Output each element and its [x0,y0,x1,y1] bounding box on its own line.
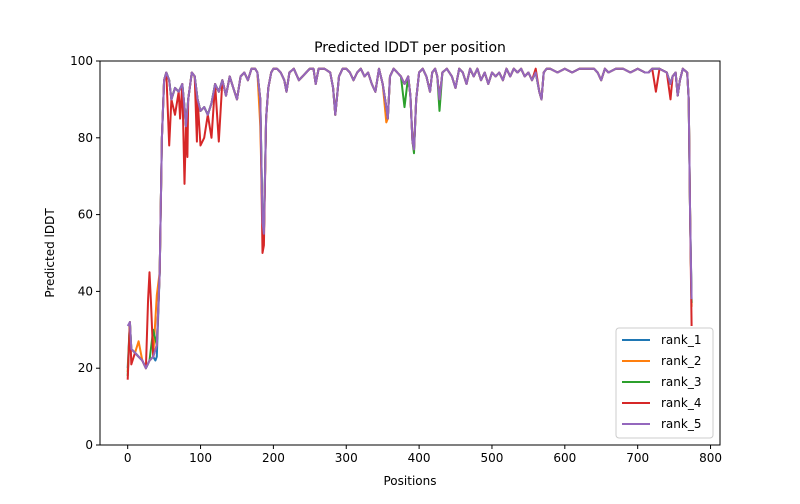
y-tick-label: 80 [78,131,93,145]
y-tick-label: 40 [78,284,93,298]
series-line-rank_4 [126,67,693,380]
legend: rank_1 rank_2 rank_3 rank_4 rank_5 [615,327,714,439]
legend-label: rank_1 [661,333,701,347]
y-axis-label: Predicted lDDT [43,208,57,298]
x-tick-label: 800 [699,451,722,465]
x-tick-label: 300 [335,451,358,465]
x-axis: 0 100 200 300 400 500 600 700 800 [124,445,722,465]
legend-label: rank_5 [661,417,701,431]
x-tick-label: 500 [481,451,504,465]
x-tick-label: 700 [626,451,649,465]
legend-label: rank_3 [661,375,701,389]
x-tick-label: 600 [553,451,576,465]
x-tick-label: 100 [189,451,212,465]
y-tick-label: 60 [78,208,93,222]
axes-frame [99,60,721,446]
x-tick-label: 200 [262,451,285,465]
y-tick-label: 0 [85,438,93,452]
plot-area [126,67,693,380]
y-tick-label: 20 [78,361,93,375]
legend-label: rank_4 [661,396,701,410]
x-tick-label: 0 [124,451,132,465]
y-axis: 0 20 40 60 80 100 [70,54,100,452]
x-axis-label: Positions [384,474,437,488]
legend-label: rank_2 [661,354,701,368]
chart-title: Predicted lDDT per position [314,40,506,56]
y-tick-label: 100 [70,54,93,68]
legend-box [615,327,714,439]
series-line-rank_5 [126,67,693,370]
x-tick-label: 400 [408,451,431,465]
